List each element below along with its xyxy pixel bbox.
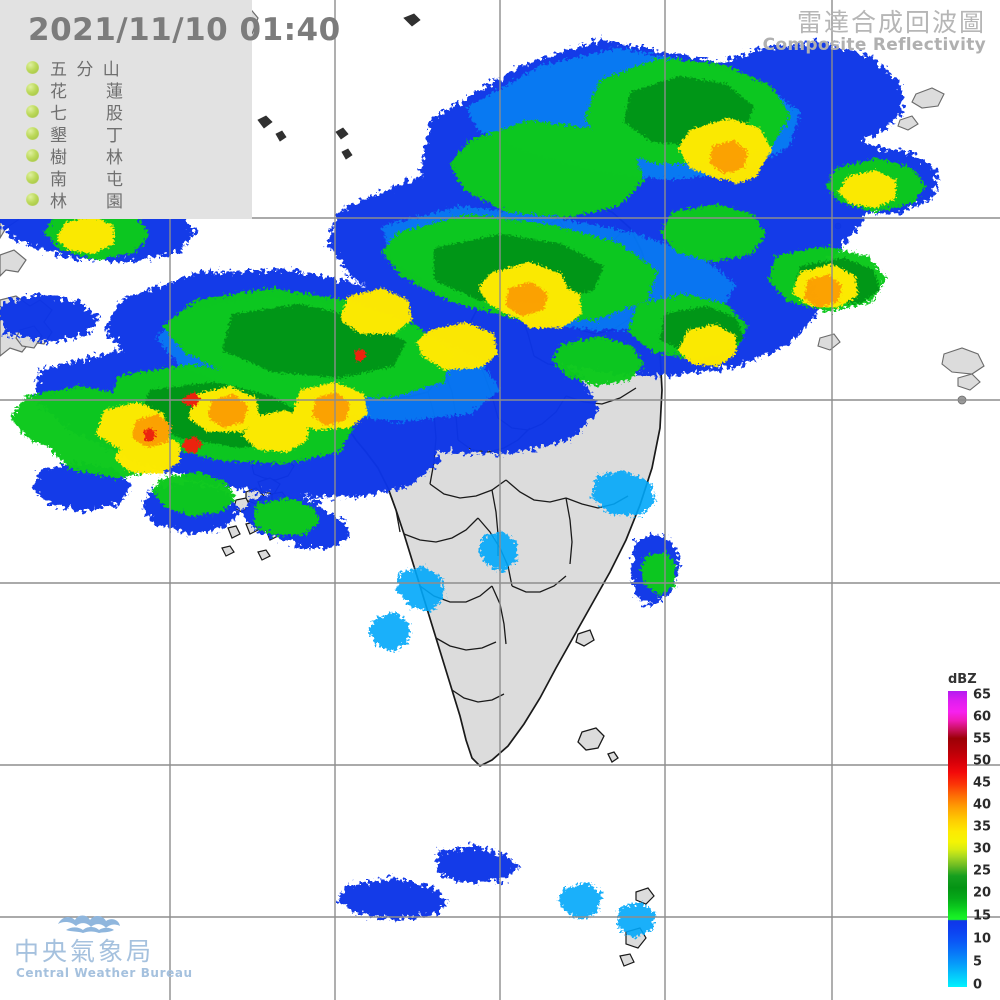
colorbar-tick: 55 [973,731,992,747]
station-name: 五 分 山 [50,59,122,80]
colorbar-tick: 25 [973,863,992,879]
station-name: 花 蓮 [50,81,126,102]
station-name: 樹 林 [50,147,126,168]
status-dot-icon [26,60,39,74]
status-dot-icon [26,104,39,118]
colorbar-tick: 10 [973,931,992,947]
colorbar-tick: 50 [973,753,992,769]
radar-timestamp: 2021/11/10 01:40 [28,12,341,48]
colorbar-tick: 5 [973,954,983,970]
colorbar-tick: 0 [973,977,983,993]
station-name: 林 園 [50,191,126,212]
colorbar-tick: 40 [973,797,992,813]
status-dot-icon [26,148,39,162]
station-row[interactable]: 林 園 [26,188,126,212]
colorbar-unit-label: dBZ [948,672,977,687]
colorbar-tick: 20 [973,885,992,901]
status-dot-icon [26,82,39,96]
station-name: 南 屯 [50,169,126,190]
cwb-logo-block: 中央氣象局 Central Weather Bureau [14,912,193,980]
status-dot-icon [26,170,39,184]
station-row[interactable]: 七 股 [26,100,126,124]
colorbar-tick: 15 [973,908,992,924]
colorbar-tick: 30 [973,841,992,857]
status-dot-icon [26,192,39,206]
dbz-colorbar-legend: dBZ 65 60 55 50 45 40 35 30 25 20 15 10 … [944,672,998,993]
cwb-name-zh: 中央氣象局 [14,937,155,966]
station-row[interactable]: 南 屯 [26,166,126,190]
cwb-cloud-wave-icon [56,912,193,938]
station-name: 七 股 [50,103,126,124]
cwb-name-en: Central Weather Bureau [16,966,193,980]
station-row[interactable]: 花 蓮 [26,78,126,102]
station-row[interactable]: 樹 林 [26,144,126,168]
colorbar-tick: 60 [973,709,992,725]
colorbar-tick: 65 [973,687,992,703]
radar-station-list: 五 分 山 花 蓮 七 股 墾 丁 樹 林 南 屯 林 園 [26,56,126,212]
colorbar-tick: 45 [973,775,992,791]
status-dot-icon [26,126,39,140]
station-row[interactable]: 五 分 山 [26,56,125,80]
info-panel [0,0,252,219]
station-name: 墾 丁 [50,125,126,146]
colorbar-tick: 35 [973,819,992,835]
station-row[interactable]: 墾 丁 [26,122,126,146]
colorbar-gradient [948,691,967,987]
